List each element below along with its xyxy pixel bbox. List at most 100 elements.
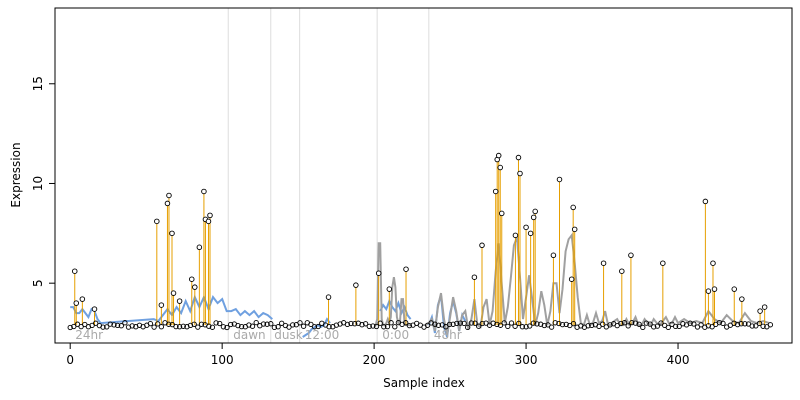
baseline-point (118, 323, 124, 329)
baseline-point (618, 320, 624, 327)
highlighted-point (532, 208, 538, 215)
baseline-point (435, 322, 442, 328)
baseline-point (279, 320, 285, 326)
highlighted-point (530, 214, 537, 221)
baseline-point (300, 323, 307, 329)
baseline-point (450, 321, 456, 327)
highlighted-point (207, 212, 213, 219)
highlighted-point (568, 276, 575, 282)
baseline-point (228, 321, 234, 328)
highlighted-point (73, 300, 80, 306)
highlighted-point (201, 188, 207, 195)
baseline-point (191, 321, 197, 327)
baseline-point (253, 319, 259, 326)
baseline-point (290, 322, 296, 328)
baseline-point (698, 322, 704, 328)
highlighted-point (731, 286, 738, 292)
fit-curve-gray (374, 242, 411, 327)
y-tick-label: 5 (31, 279, 45, 287)
baseline-point (224, 324, 230, 331)
y-tick-label: 10 (31, 176, 45, 191)
baseline-point (129, 323, 135, 329)
highlighted-point (757, 308, 763, 314)
baseline-point (512, 323, 518, 329)
highlighted-point (761, 304, 768, 310)
baseline-point (100, 324, 106, 330)
baseline-point (720, 320, 726, 327)
highlighted-point (660, 260, 666, 266)
baseline-point (424, 322, 431, 328)
highlighted-point (166, 192, 172, 199)
phase-label: dusk (274, 328, 302, 342)
highlighted-point (499, 210, 505, 217)
baseline-point (217, 320, 223, 327)
baseline-point (556, 320, 562, 327)
highlighted-point (325, 294, 332, 300)
baseline-point (640, 324, 646, 331)
baseline-point (348, 320, 354, 327)
baseline-point (530, 320, 537, 326)
baseline-point (476, 323, 482, 329)
highlighted-point (176, 298, 183, 304)
highlighted-point (739, 296, 745, 302)
baseline-point (93, 320, 99, 326)
baseline-point (352, 321, 358, 327)
baseline-point (734, 321, 741, 328)
highlighted-point (619, 268, 625, 274)
baseline-point (275, 324, 281, 330)
baseline-point (147, 320, 154, 327)
baseline-point (344, 321, 351, 328)
baseline-point (479, 320, 485, 327)
baseline-point (104, 324, 110, 330)
highlighted-point (192, 284, 198, 290)
baseline-point (534, 321, 540, 327)
baseline-point (505, 323, 511, 330)
baseline-point (359, 322, 365, 328)
baseline-point (643, 320, 650, 326)
highlighted-point (515, 154, 522, 161)
highlighted-point (711, 286, 718, 292)
x-axis: 0 100 200 300 400 (66, 343, 689, 367)
baseline-point (246, 322, 252, 328)
baseline-point (111, 322, 117, 328)
baseline-point (297, 320, 303, 326)
baseline-point (326, 324, 332, 330)
baseline-point (173, 323, 179, 330)
baseline-point (392, 324, 398, 330)
baseline-point (311, 324, 318, 330)
baseline-point (738, 321, 744, 327)
highlighted-point (375, 270, 382, 276)
baseline-point (621, 320, 628, 326)
baseline-point (647, 321, 653, 327)
baseline-point (767, 322, 774, 328)
baseline-point (552, 320, 558, 326)
baseline-point (122, 320, 128, 326)
baseline-point (195, 324, 201, 330)
highlighted-point (169, 230, 175, 237)
baseline-point (680, 321, 686, 327)
highlighted-point (189, 276, 195, 282)
highlighted-point (600, 260, 607, 266)
baseline-point (600, 321, 606, 327)
baseline-point (454, 320, 460, 327)
baseline-point (501, 320, 507, 326)
highlighted-point (492, 188, 499, 195)
baseline-point (366, 323, 372, 330)
phase-label: 48hr (434, 328, 462, 342)
baseline-point (749, 323, 755, 329)
baseline-point (166, 321, 172, 327)
baseline-points (67, 319, 774, 331)
highlighted-point (479, 242, 485, 249)
highlighted-point (497, 164, 503, 171)
x-tick-label: 300 (515, 353, 538, 367)
baseline-point (756, 320, 763, 327)
baseline-point (705, 323, 712, 329)
highlighted-point (72, 268, 78, 274)
phase-label: 12:00 (305, 328, 340, 342)
highlighted-point (702, 198, 709, 205)
baseline-point (516, 320, 522, 327)
highlighted-point (517, 170, 523, 177)
baseline-point (687, 320, 693, 326)
